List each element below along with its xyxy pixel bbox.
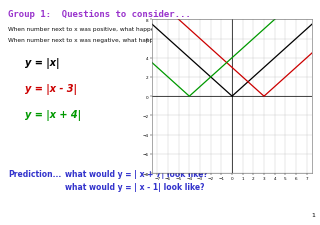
Text: Group 1:  Questions to consider...: Group 1: Questions to consider...	[8, 10, 191, 19]
Text: Prediction...: Prediction...	[8, 169, 61, 178]
Text: y = |x - 3|: y = |x - 3|	[25, 84, 77, 94]
Text: what would y = | x - 1| look like?: what would y = | x - 1| look like?	[65, 182, 204, 191]
Text: y = |x + 4|: y = |x + 4|	[25, 110, 81, 120]
Text: y = |x|: y = |x|	[25, 58, 60, 69]
Text: what would y = | x + 7| look like?: what would y = | x + 7| look like?	[65, 169, 208, 178]
Text: 1: 1	[311, 212, 315, 217]
Text: When number next to x was positive, what happened to the graph of the parent fun: When number next to x was positive, what…	[8, 27, 273, 32]
Text: When number next to x was negative, what happened to the graph of the parent fun: When number next to x was negative, what…	[8, 38, 276, 43]
